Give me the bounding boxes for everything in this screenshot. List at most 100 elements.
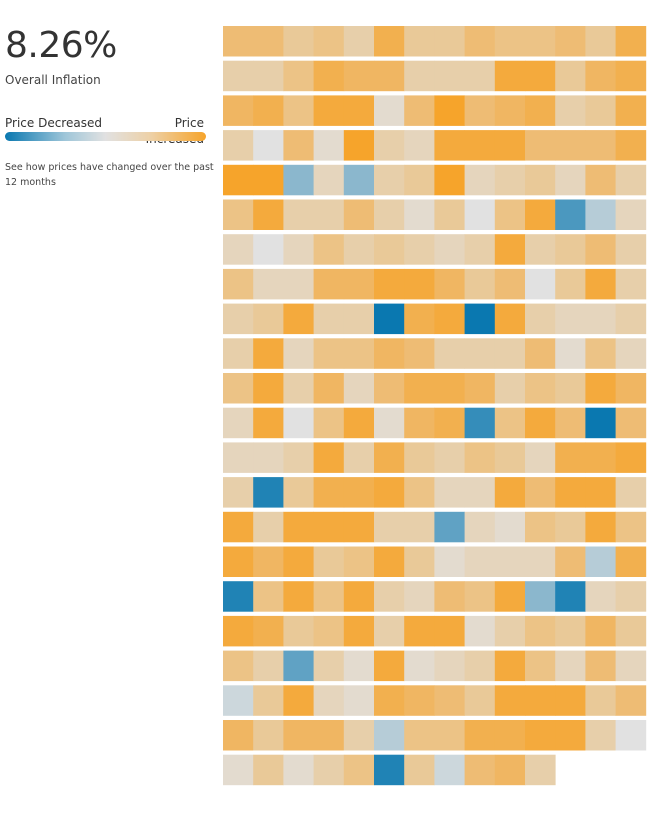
heatmap-cell: [494, 130, 526, 161]
heatmap-cell: [283, 26, 314, 57]
heatmap-cell: [253, 234, 284, 265]
heatmap-cell: [525, 477, 556, 508]
heatmap-cell: [313, 581, 345, 612]
heatmap-cell: [464, 615, 496, 647]
heatmap-cell: [313, 754, 345, 786]
heatmap-cell: [223, 685, 254, 716]
heatmap-cell: [223, 650, 254, 682]
heatmap-cell: [494, 477, 526, 508]
heatmap-cell: [374, 338, 405, 369]
heatmap-cell: [223, 581, 254, 612]
heatmap-cell: [343, 268, 375, 300]
heatmap-cell: [464, 164, 496, 196]
heatmap-cell: [615, 650, 647, 682]
heatmap-cell: [615, 164, 647, 196]
heatmap-cell: [283, 303, 314, 335]
heatmap-cell: [343, 130, 375, 161]
heatmap-cell: [615, 373, 647, 404]
heatmap-cell: [585, 581, 616, 612]
heatmap-cell: [223, 754, 254, 786]
heatmap-cell: [434, 60, 465, 92]
heatmap-cell: [283, 546, 314, 577]
heatmap-cell: [283, 581, 314, 612]
heatmap-cell: [464, 546, 496, 577]
heatmap-cell: [555, 581, 586, 612]
heatmap-cell: [464, 60, 496, 92]
heatmap-cell: [585, 95, 616, 126]
heatmap-cell: [464, 199, 496, 230]
heatmap-cell: [555, 546, 586, 577]
heatmap-cell: [343, 477, 375, 508]
heatmap-cell: [374, 442, 405, 473]
heatmap-cell: [343, 650, 375, 682]
heatmap-cell: [464, 95, 496, 126]
heatmap-cell: [313, 164, 345, 196]
heatmap-cell: [525, 720, 556, 751]
heatmap-cell: [434, 477, 465, 508]
heatmap-cell: [223, 615, 254, 647]
heatmap-cell: [253, 130, 284, 161]
heatmap-cell: [313, 26, 345, 57]
heatmap-cell: [494, 60, 526, 92]
heatmap-cell: [283, 373, 314, 404]
heatmap-cell: [494, 26, 526, 57]
heatmap-cell: [404, 754, 435, 786]
heatmap-cell: [555, 234, 586, 265]
heatmap-cell: [555, 615, 586, 647]
heatmap-cell: [404, 546, 435, 577]
heatmap-cell: [464, 26, 496, 57]
heatmap-cell: [313, 650, 345, 682]
heatmap-cell: [313, 685, 345, 716]
heatmap-cell: [615, 685, 647, 716]
overall-inflation-label: Overall Inflation: [5, 73, 101, 87]
heatmap-cell: [555, 407, 586, 439]
heatmap-cell: [434, 511, 465, 543]
heatmap-cell: [434, 754, 465, 786]
heatmap-cell: [253, 685, 284, 716]
heatmap-cell: [434, 650, 465, 682]
heatmap-cell: [404, 442, 435, 473]
heatmap-cell: [283, 754, 314, 786]
heatmap-cell: [525, 546, 556, 577]
heatmap-cell: [525, 338, 556, 369]
heatmap-cell: [525, 685, 556, 716]
heatmap-cell: [223, 303, 254, 335]
heatmap-cell: [494, 511, 526, 543]
heatmap-cell: [464, 477, 496, 508]
heatmap-cell: [283, 130, 314, 161]
heatmap-cell: [615, 303, 647, 335]
heatmap-cell: [494, 546, 526, 577]
heatmap-cell: [585, 685, 616, 716]
heatmap-cell: [223, 26, 254, 57]
heatmap-cell: [585, 26, 616, 57]
heatmap-cell: [343, 546, 375, 577]
heatmap-cell: [283, 650, 314, 682]
heatmap-cell: [404, 685, 435, 716]
heatmap-cell: [434, 720, 465, 751]
heatmap-cell: [374, 511, 405, 543]
heatmap-cell: [343, 60, 375, 92]
heatmap-cell: [404, 95, 435, 126]
heatmap-cell: [374, 615, 405, 647]
heatmap-cell: [223, 442, 254, 473]
heatmap-cell: [343, 615, 375, 647]
heatmap-cell: [464, 581, 496, 612]
heatmap-cell: [434, 685, 465, 716]
heatmap-cell: [434, 303, 465, 335]
heatmap-cell: [404, 268, 435, 300]
heatmap-cell: [283, 95, 314, 126]
heatmap-cell: [494, 303, 526, 335]
heatmap-cell: [404, 407, 435, 439]
heatmap-cell: [253, 60, 284, 92]
heatmap-cell: [494, 581, 526, 612]
heatmap-cell: [434, 268, 465, 300]
heatmap-cell: [464, 268, 496, 300]
heatmap-cell: [313, 442, 345, 473]
heatmap-cell: [343, 164, 375, 196]
heatmap-cell: [404, 615, 435, 647]
heatmap-cell: [555, 199, 586, 230]
heatmap-cell: [374, 268, 405, 300]
heatmap-cell: [434, 26, 465, 57]
heatmap-cell: [374, 303, 405, 335]
heatmap-cell: [615, 26, 647, 57]
